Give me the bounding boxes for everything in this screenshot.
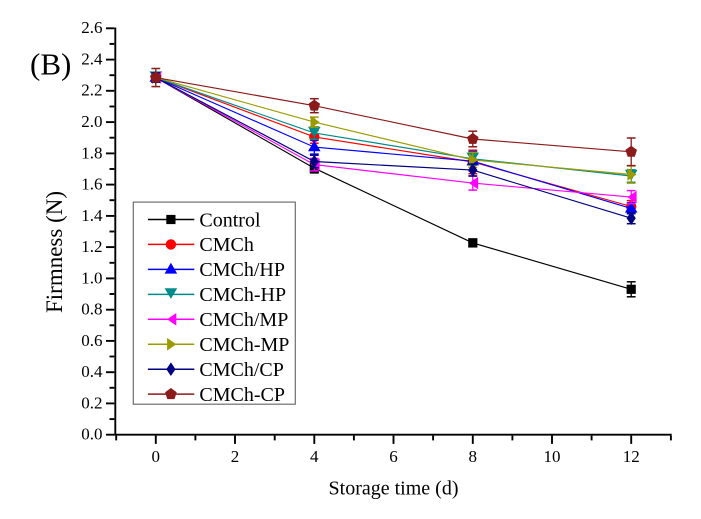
svg-text:Control: Control: [199, 209, 261, 231]
svg-text:6: 6: [389, 447, 398, 466]
svg-text:0.4: 0.4: [81, 362, 103, 381]
svg-text:0: 0: [152, 447, 161, 466]
svg-text:CMCh/MP: CMCh/MP: [199, 309, 288, 331]
svg-text:CMCh: CMCh: [199, 234, 253, 256]
svg-text:8: 8: [469, 447, 478, 466]
svg-text:1.4: 1.4: [81, 206, 103, 225]
svg-text:1.8: 1.8: [81, 143, 102, 162]
svg-text:CMCh-HP: CMCh-HP: [199, 284, 286, 306]
svg-text:2.6: 2.6: [81, 18, 102, 37]
svg-text:0.0: 0.0: [81, 425, 102, 444]
svg-text:1.6: 1.6: [81, 175, 102, 194]
svg-text:(B): (B): [30, 47, 71, 82]
svg-text:CMCh-MP: CMCh-MP: [199, 334, 289, 356]
svg-text:1.0: 1.0: [81, 268, 102, 287]
svg-text:0.8: 0.8: [81, 300, 102, 319]
svg-text:CMCh/HP: CMCh/HP: [199, 259, 285, 281]
svg-text:4: 4: [310, 447, 319, 466]
svg-text:1.2: 1.2: [81, 237, 102, 256]
svg-text:CMCh-CP: CMCh-CP: [199, 384, 285, 406]
svg-text:0.2: 0.2: [81, 393, 102, 412]
svg-text:2: 2: [231, 447, 240, 466]
svg-text:0.6: 0.6: [81, 331, 102, 350]
svg-text:CMCh/CP: CMCh/CP: [199, 359, 283, 381]
svg-text:Storage time (d): Storage time (d): [329, 478, 459, 500]
svg-text:Firmness (N): Firmness (N): [42, 191, 67, 313]
svg-text:2.2: 2.2: [81, 81, 102, 100]
svg-text:2.4: 2.4: [81, 50, 103, 69]
svg-text:2.0: 2.0: [81, 112, 102, 131]
svg-text:10: 10: [544, 447, 561, 466]
svg-text:12: 12: [623, 447, 640, 466]
